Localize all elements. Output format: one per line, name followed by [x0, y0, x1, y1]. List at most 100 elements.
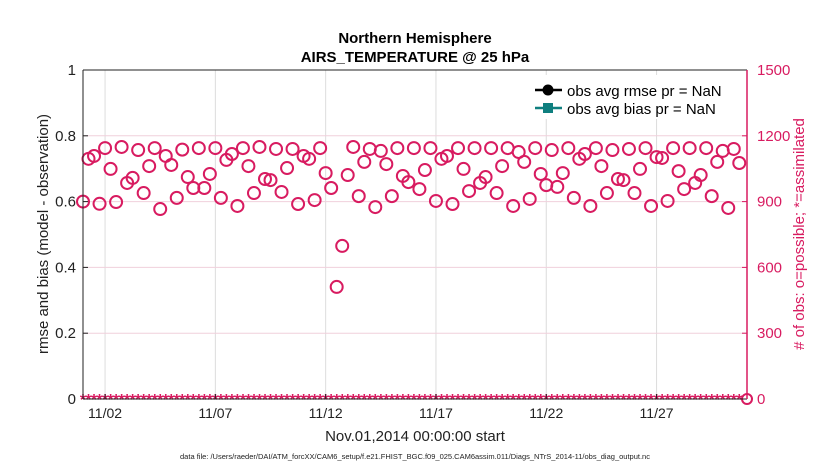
possible-obs-point: [456, 161, 471, 176]
assimilated-obs-point: *: [598, 392, 605, 409]
possible-obs-point: [213, 190, 228, 205]
assimilated-obs-point: *: [251, 392, 258, 409]
possible-obs-point: [693, 168, 708, 183]
assimilated-obs-point: *: [615, 392, 622, 409]
assimilated-obs-point: *: [372, 392, 379, 409]
possible-obs-point: [346, 139, 361, 154]
assimilated-obs-point: *: [383, 392, 390, 409]
assimilated-obs-point: *: [196, 392, 203, 409]
assimilated-obs-point: *: [405, 392, 412, 409]
possible-obs-point: [682, 141, 697, 156]
assimilated-obs-point: *: [174, 392, 181, 409]
assimilated-obs-point: *: [675, 392, 682, 409]
possible-obs-point: [588, 141, 603, 156]
assimilated-obs-point: *: [201, 392, 208, 409]
possible-obs-point: [605, 143, 620, 158]
possible-obs-point: [257, 172, 272, 187]
assimilated-obs-point: *: [107, 392, 114, 409]
assimilated-obs-point: *: [141, 392, 148, 409]
possible-obs-point: [423, 141, 438, 156]
y2-tick-label: 1200: [757, 128, 790, 145]
assimilated-obs-point: *: [538, 392, 545, 409]
possible-obs-point: [285, 141, 300, 156]
possible-obs-point: [373, 143, 388, 158]
assimilated-obs-point: *: [664, 392, 671, 409]
possible-obs-point: [660, 193, 675, 208]
assimilated-obs-point: *: [499, 392, 506, 409]
possible-obs-point: [704, 189, 719, 204]
assimilated-obs-point: *: [262, 392, 269, 409]
assimilated-obs-point: *: [736, 392, 743, 409]
y-tick-label: 0.2: [55, 325, 76, 342]
assimilated-obs-point: *: [637, 392, 644, 409]
assimilated-obs-point: *: [653, 392, 660, 409]
possible-obs-point: [224, 147, 239, 162]
possible-obs-point: [478, 170, 493, 185]
assimilated-obs-point: *: [698, 392, 705, 409]
assimilated-obs-point: *: [554, 392, 561, 409]
possible-obs-point: [114, 139, 129, 154]
assimilated-obs-point: *: [312, 392, 319, 409]
assimilated-obs-point: *: [350, 392, 357, 409]
assimilated-obs-point: *: [725, 392, 732, 409]
possible-obs-point: [699, 141, 714, 156]
x-tick-label: 11/07: [198, 405, 232, 421]
assimilated-obs-point: *: [234, 392, 241, 409]
possible-obs-point: [599, 186, 614, 201]
assimilated-obs-point: *: [565, 392, 572, 409]
assimilated-obs-point: *: [620, 392, 627, 409]
assimilated-obs-point: *: [361, 392, 368, 409]
assimilated-obs-point: *: [135, 392, 142, 409]
assimilated-obs-point: *: [218, 392, 225, 409]
possible-obs-point: [92, 196, 107, 211]
possible-obs-point: [677, 182, 692, 197]
assimilated-obs-point: *: [549, 392, 556, 409]
assimilated-obs-point: *: [102, 392, 109, 409]
assimilated-obs-point: *: [571, 392, 578, 409]
possible-obs-point: [633, 161, 648, 176]
possible-obs-point: [324, 181, 339, 196]
x-tick-label: 11/27: [640, 405, 674, 421]
possible-obs-point: [417, 163, 432, 178]
possible-obs-point: [467, 141, 482, 156]
possible-obs-point: [368, 200, 383, 215]
possible-obs-point: [307, 193, 322, 208]
assimilated-obs-point: *: [411, 392, 418, 409]
assimilated-obs-point: *: [510, 392, 517, 409]
assimilated-obs-point: *: [334, 392, 341, 409]
possible-obs-point: [235, 141, 250, 156]
assimilated-obs-point: *: [328, 392, 335, 409]
possible-obs-point: [451, 141, 466, 156]
possible-obs-point: [544, 143, 559, 158]
assimilated-obs-point: *: [168, 392, 175, 409]
x-tick-label: 11/12: [309, 405, 343, 421]
assimilated-obs-point: *: [113, 392, 120, 409]
assimilated-obs-point: *: [389, 392, 396, 409]
possible-obs-point: [125, 170, 140, 185]
possible-obs-point: [666, 141, 681, 156]
assimilated-obs-point: *: [317, 392, 324, 409]
assimilated-obs-point: *: [687, 392, 694, 409]
possible-obs-point: [649, 150, 664, 165]
assimilated-obs-point: *: [96, 392, 103, 409]
possible-obs-point: [164, 157, 179, 172]
y2-tick-label: 300: [757, 325, 782, 342]
x-tick-label: 11/02: [88, 405, 122, 421]
possible-obs-point: [252, 139, 267, 154]
possible-obs-point: [169, 190, 184, 205]
assimilated-obs-point: *: [609, 392, 616, 409]
possible-obs-point: [390, 141, 405, 156]
y2-tick-label: 0: [757, 391, 765, 408]
possible-obs-point: [495, 159, 510, 174]
assimilated-obs-point: *: [471, 392, 478, 409]
possible-obs-point: [158, 148, 173, 163]
assimilated-obs-point: *: [576, 392, 583, 409]
possible-obs-point: [131, 143, 146, 158]
assimilated-obs-point: *: [587, 392, 594, 409]
assimilated-obs-point: *: [521, 392, 528, 409]
y2-tick-label: 1500: [757, 62, 790, 79]
assimilated-obs-point: *: [278, 392, 285, 409]
y2-axis-label: # of obs: o=possible; *=assimilated: [791, 118, 808, 350]
possible-obs-point: [710, 154, 725, 169]
assimilated-obs-point: *: [157, 392, 164, 409]
